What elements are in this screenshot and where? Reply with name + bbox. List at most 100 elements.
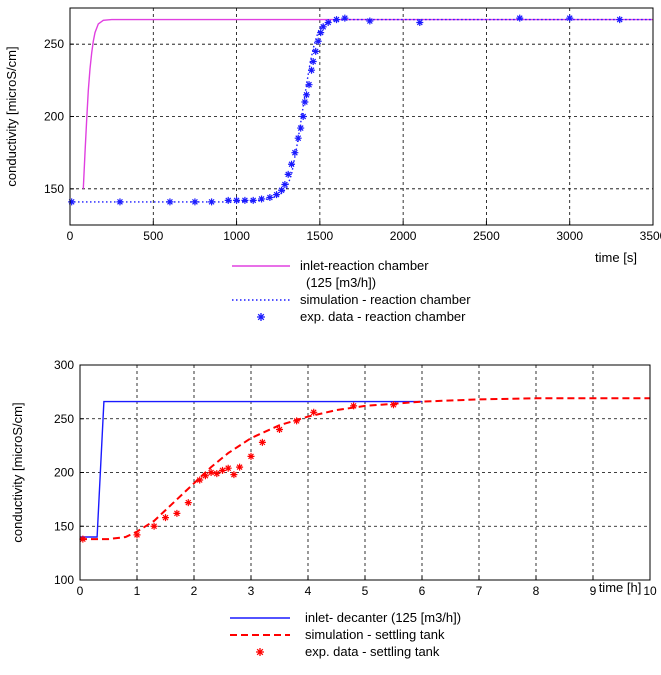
data-point [233, 196, 241, 204]
x-tick-label: 10 [643, 584, 657, 598]
chart-reaction-chamber: 0 500 1000 1500 2000 2500 3000 3500 150 200 250 tim… [4, 7, 661, 265]
data-point [281, 180, 289, 188]
data-point [303, 91, 311, 99]
data-point [301, 98, 309, 106]
data-point [310, 408, 318, 416]
data-point [341, 14, 349, 22]
legend-label: exp. data - settling tank [305, 644, 440, 659]
data-point [133, 531, 141, 539]
x-tick-label: 2000 [390, 229, 417, 243]
data-point [207, 469, 215, 476]
y-tick-label: 200 [54, 466, 74, 480]
y-axis-label: conductivity [microS/cm] [10, 402, 25, 542]
data-point [247, 452, 255, 460]
data-point [191, 198, 199, 206]
y-tick-label: 150 [44, 182, 64, 196]
x-tick-label: 0 [67, 229, 74, 243]
legend-label: inlet- decanter (125 [m3/h]) [305, 610, 461, 625]
x-tick-label: 3 [248, 584, 255, 598]
legend-label: simulation - settling tank [305, 627, 445, 642]
data-point [258, 195, 266, 203]
x-tick-label: 2500 [473, 229, 500, 243]
x-tick-label: 0 [77, 584, 84, 598]
data-point [366, 17, 374, 25]
data-point [173, 509, 181, 517]
legend-marker [257, 313, 265, 321]
data-point [276, 426, 283, 433]
x-tick-label: 7 [476, 584, 483, 598]
data-point [314, 37, 322, 45]
legend-label: inlet-reaction chamber [300, 258, 429, 273]
data-point [184, 499, 192, 507]
data-point [278, 186, 286, 194]
legend-label: (125 [m3/h]) [306, 275, 376, 290]
data-point [516, 14, 524, 22]
data-point [249, 196, 257, 204]
data-point [236, 463, 244, 471]
data-point [266, 194, 274, 202]
plot-frame [69, 7, 654, 226]
data-point [293, 417, 301, 425]
data-point [224, 196, 232, 204]
data-point [312, 47, 320, 55]
data-point [566, 14, 574, 22]
data-point [68, 198, 76, 206]
data-point [294, 134, 302, 142]
data-point [150, 522, 158, 530]
y-tick-label: 150 [54, 519, 74, 533]
legend-marker [256, 648, 264, 656]
series-line [70, 18, 653, 203]
y-tick-label: 100 [54, 573, 74, 587]
series-line [80, 400, 422, 538]
x-tick-label: 1500 [307, 229, 334, 243]
x-tick-label: 1 [134, 584, 141, 598]
y-axis-label: conductivity [microS/cm] [4, 46, 19, 186]
y-tick-label: 200 [44, 110, 64, 124]
data-point [258, 438, 266, 446]
x-tick-label: 5 [362, 584, 369, 598]
data-point [299, 113, 307, 120]
data-point [305, 81, 313, 89]
data-point [309, 58, 317, 66]
data-point [616, 16, 624, 24]
data-point [196, 476, 204, 484]
x-tick-label: 4 [305, 584, 312, 598]
x-tick-label: 3000 [556, 229, 583, 243]
data-point [291, 149, 299, 157]
x-tick-label: 6 [419, 584, 426, 598]
data-point [324, 18, 332, 26]
data-point [333, 16, 341, 24]
legend-label: simulation - reaction chamber [300, 292, 471, 307]
y-tick-label: 250 [54, 412, 74, 426]
data-point [162, 514, 169, 522]
data-point [273, 191, 281, 199]
x-axis-label: time [s] [595, 250, 637, 265]
x-tick-label: 500 [143, 229, 163, 243]
data-point [166, 198, 174, 206]
data-point [350, 402, 358, 410]
x-tick-label: 9 [590, 584, 597, 598]
legend-label: exp. data - reaction chamber [300, 309, 466, 324]
x-axis-label: time [h] [599, 580, 642, 595]
data-point [213, 470, 221, 478]
data-point [224, 464, 232, 472]
data-point [416, 18, 424, 26]
x-tick-label: 8 [533, 584, 540, 598]
legend-reaction-chamber: inlet-reaction chamber (125 [m3/h]) simula… [232, 258, 471, 324]
data-point [284, 170, 292, 178]
data-point [288, 160, 296, 168]
data-point [230, 471, 238, 479]
data-point [317, 29, 325, 37]
y-tick-label: 300 [54, 358, 74, 372]
data-point [219, 466, 226, 474]
series-line [82, 18, 653, 189]
data-point [201, 472, 209, 480]
y-tick-label: 250 [44, 37, 64, 51]
x-tick-label: 3500 [640, 229, 661, 243]
data-point [116, 198, 124, 206]
legend-settling-tank: inlet- decanter (125 [m3/h]) simulation -… [230, 610, 461, 659]
data-point [308, 66, 316, 74]
data-point [79, 535, 87, 543]
data-point [390, 401, 397, 409]
